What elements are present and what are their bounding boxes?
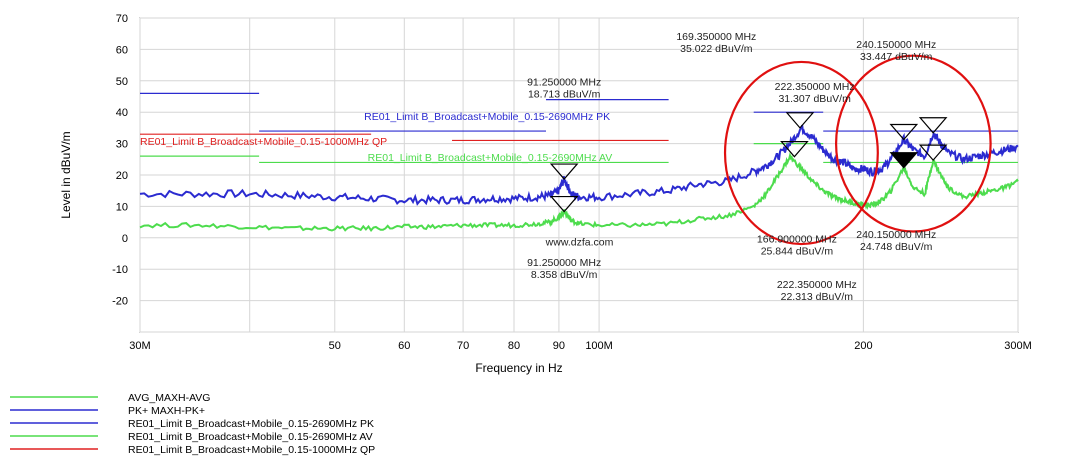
peak-marker (889, 123, 919, 141)
series-line (139, 151, 1019, 232)
marker-annotation-frequency: 166.900000 MHz (757, 234, 837, 246)
grid (139, 17, 1019, 333)
legend-label: PK+ MAXH-PK+ (128, 405, 205, 417)
marker-annotation-frequency: 240.150000 MHz (856, 229, 936, 241)
marker-annotation-frequency: 91.250000 MHz (527, 257, 601, 269)
marker-annotation-level: 18.713 dBuV/m (528, 89, 601, 101)
x-tick-label: 30M (129, 340, 150, 352)
watermark: www.dzfa.com (545, 237, 614, 249)
marker-annotation-frequency: 222.350000 MHz (777, 279, 857, 291)
peak-marker (889, 152, 919, 169)
marker-annotation-frequency: 222.350000 MHz (775, 81, 855, 93)
y-tick-label: 70 (116, 13, 128, 25)
x-tick-label: 200 (854, 340, 872, 352)
legend-label: AVG_MAXH-AVG (128, 392, 210, 404)
y-tick-label: 0 (122, 233, 128, 245)
y-tick-label: 30 (116, 139, 128, 151)
limit-label: RE01_Limit B_Broadcast+Mobile_0.15-1000M… (140, 136, 387, 148)
peak-marker (780, 141, 809, 158)
series-line (139, 124, 1019, 206)
legend-label: RE01_Limit B_Broadcast+Mobile_0.15-2690M… (128, 431, 373, 443)
limit-label: RE01_Limit B_Broadcast+Mobile_0.15-2690M… (368, 152, 613, 164)
x-axis-title: Frequency in Hz (475, 361, 562, 375)
y-tick-label: -10 (112, 264, 128, 276)
y-tick-label: 60 (116, 44, 128, 56)
marker-annotation-level: 25.844 dBuV/m (761, 246, 834, 258)
highlight-ellipse (834, 54, 992, 233)
x-tick-label: 60 (398, 340, 410, 352)
series-lines (139, 124, 1019, 232)
chart-text: 70 60 50 40 30 20 10 0 -10 -20 30M 50 60 70 80 90 100M 20… (59, 13, 1032, 375)
peak-marker (549, 163, 579, 180)
marker-annotation-level: 31.307 dBuV/m (778, 93, 851, 105)
x-tick-label: 300M (1004, 340, 1032, 352)
limit-label: RE01_Limit B_Broadcast+Mobile_0.15-2690M… (364, 111, 610, 123)
peak-marker (918, 117, 948, 134)
marker-annotation-level: 33.447 dBuV/m (860, 51, 933, 63)
highlight-ellipses (723, 54, 992, 246)
y-tick-label: 40 (116, 107, 128, 119)
legend-label: RE01_Limit B_Broadcast+Mobile_0.15-1000M… (128, 444, 375, 456)
marker-annotation-level: 24.748 dBuV/m (860, 241, 933, 253)
marker-annotation-level: 8.358 dBuV/m (531, 269, 598, 281)
marker-annotation-frequency: 91.250000 MHz (527, 77, 601, 89)
y-tick-label: 20 (116, 170, 128, 182)
marker-annotation-frequency: 240.150000 MHz (856, 39, 936, 51)
limit-lines (140, 92, 1018, 164)
x-tick-label: 50 (329, 340, 341, 352)
x-tick-label: 90 (553, 340, 565, 352)
y-tick-label: -20 (112, 296, 128, 308)
peak-marker (785, 112, 815, 129)
y-tick-label: 10 (116, 201, 128, 213)
y-tick-label: 50 (116, 76, 128, 88)
legend-label: RE01_Limit B_Broadcast+Mobile_0.15-2690M… (128, 418, 374, 430)
highlight-ellipse (723, 60, 879, 246)
peak-marker (918, 144, 948, 162)
marker-annotation-level: 35.022 dBuV/m (680, 43, 753, 55)
x-tick-label: 80 (508, 340, 520, 352)
x-tick-label: 100M (585, 340, 613, 352)
marker-annotation-level: 22.313 dBuV/m (781, 291, 854, 303)
peak-marker (549, 195, 579, 213)
x-tick-label: 70 (457, 340, 469, 352)
marker-annotation-frequency: 169.350000 MHz (676, 31, 756, 43)
peak-markers (549, 112, 948, 213)
y-axis-title: Level in dBuV/m (59, 131, 73, 218)
